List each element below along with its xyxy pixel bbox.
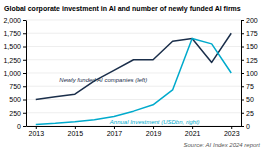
grid-line xyxy=(26,20,241,21)
grid-line xyxy=(26,126,241,127)
tick: 1,750 xyxy=(3,30,26,37)
series-line xyxy=(36,39,231,125)
series-labels: Newly funded AI companies (left) Annual I… xyxy=(59,77,199,125)
series-label: Annual Investment (USDbn, right) xyxy=(109,119,200,125)
annotation: Source: AI Index 2024 report xyxy=(184,142,261,148)
tick-label: 175 xyxy=(246,30,258,37)
tick: 175 xyxy=(241,30,258,37)
tick-mark xyxy=(23,100,26,101)
tick: 2,000 xyxy=(3,17,26,24)
axis-line xyxy=(26,21,27,127)
grid-line xyxy=(26,33,241,34)
tick-mark xyxy=(241,47,244,48)
tick-mark xyxy=(241,126,244,127)
y-axis: 0 250 500 750 1,000 1,250 1,500 1,750 2,000 xyxy=(3,17,26,130)
tick: 100 xyxy=(241,70,258,77)
tick-mark xyxy=(241,100,244,101)
tick: 0 xyxy=(241,123,250,130)
tick-label: 750 xyxy=(9,83,21,90)
grid-line xyxy=(26,112,241,113)
lines xyxy=(36,33,231,124)
tick-label: 150 xyxy=(246,43,258,50)
tick-mark xyxy=(114,126,115,129)
series-label: Newly funded AI companies (left) xyxy=(59,77,147,83)
tick-label: 2023 xyxy=(224,130,240,137)
tick: 2019 xyxy=(146,126,162,137)
tick-mark xyxy=(192,126,193,129)
tick-label: 100 xyxy=(246,70,258,77)
tick-mark xyxy=(23,113,26,114)
tick-label: 0 xyxy=(246,123,250,130)
tick: 2013 xyxy=(28,126,44,137)
tick-label: 2019 xyxy=(146,130,162,137)
tick-mark xyxy=(241,73,244,74)
tick: 75 xyxy=(241,83,254,90)
tick: 25 xyxy=(241,109,254,116)
tick-mark xyxy=(241,60,244,61)
tick-mark xyxy=(241,86,244,87)
chart-container: 20132015201720192021202302505007501,0001… xyxy=(0,0,263,150)
x-axis: 2013 2015 2017 2019 2021 2023 xyxy=(27,126,242,137)
tick-mark xyxy=(36,126,37,129)
tick-mark xyxy=(231,126,232,129)
tick-mark xyxy=(153,126,154,129)
grid-line xyxy=(26,73,241,74)
tick-label: 0 xyxy=(17,123,21,130)
tick-mark xyxy=(23,47,26,48)
grid-line xyxy=(26,46,241,47)
tick: 2023 xyxy=(224,126,240,137)
tick: 200 xyxy=(241,17,258,24)
tick-mark xyxy=(23,60,26,61)
tick: 750 xyxy=(9,83,26,90)
grid xyxy=(26,20,241,126)
tick-label: 1,750 xyxy=(3,30,21,37)
tick-label: 2013 xyxy=(28,130,44,137)
tick-label: 125 xyxy=(246,56,258,63)
tick: 150 xyxy=(241,43,258,50)
tick: 2015 xyxy=(68,126,84,137)
tick-label: 2,000 xyxy=(3,17,21,24)
title: Global corporate investment in AI and nu… xyxy=(4,5,241,13)
tick-mark xyxy=(23,33,26,34)
tick: 1,000 xyxy=(3,70,26,77)
tick-mark xyxy=(23,86,26,87)
axis-line xyxy=(27,126,242,127)
tick: 500 xyxy=(9,96,26,103)
plot: 20132015201720192021202302505007501,0001… xyxy=(3,17,257,137)
tick-label: 50 xyxy=(246,96,254,103)
tick-mark xyxy=(241,20,244,21)
tick-label: 1,250 xyxy=(3,56,21,63)
grid-line xyxy=(26,99,241,100)
tick-mark xyxy=(241,113,244,114)
tick-label: 1,500 xyxy=(3,43,21,50)
series-line xyxy=(36,33,231,99)
tick: 250 xyxy=(9,109,26,116)
tick-label: 500 xyxy=(9,96,21,103)
tick: 1,250 xyxy=(3,56,26,63)
tick: 0 xyxy=(17,123,26,130)
tick-label: 2015 xyxy=(68,130,84,137)
tick: 50 xyxy=(241,96,254,103)
y2-axis: 0 25 50 75 100 125 150 175 200 xyxy=(241,17,258,130)
tick-label: 2017 xyxy=(107,130,123,137)
chart: 20132015201720192021202302505007501,0001… xyxy=(0,0,263,150)
tick-label: 75 xyxy=(246,83,254,90)
tick: 1,500 xyxy=(3,43,26,50)
tick-mark xyxy=(23,73,26,74)
tick-label: 1,000 xyxy=(3,70,21,77)
grid-line xyxy=(26,86,241,87)
tick-label: 250 xyxy=(9,109,21,116)
tick-label: 200 xyxy=(246,17,258,24)
tick-mark xyxy=(75,126,76,129)
tick: 2021 xyxy=(185,126,201,137)
tick-mark xyxy=(241,33,244,34)
tick-label: 25 xyxy=(246,109,254,116)
tick-mark xyxy=(23,20,26,21)
tick: 2017 xyxy=(107,126,123,137)
tick: 125 xyxy=(241,56,258,63)
tick-mark xyxy=(23,126,26,127)
tick-label: 2021 xyxy=(185,130,201,137)
